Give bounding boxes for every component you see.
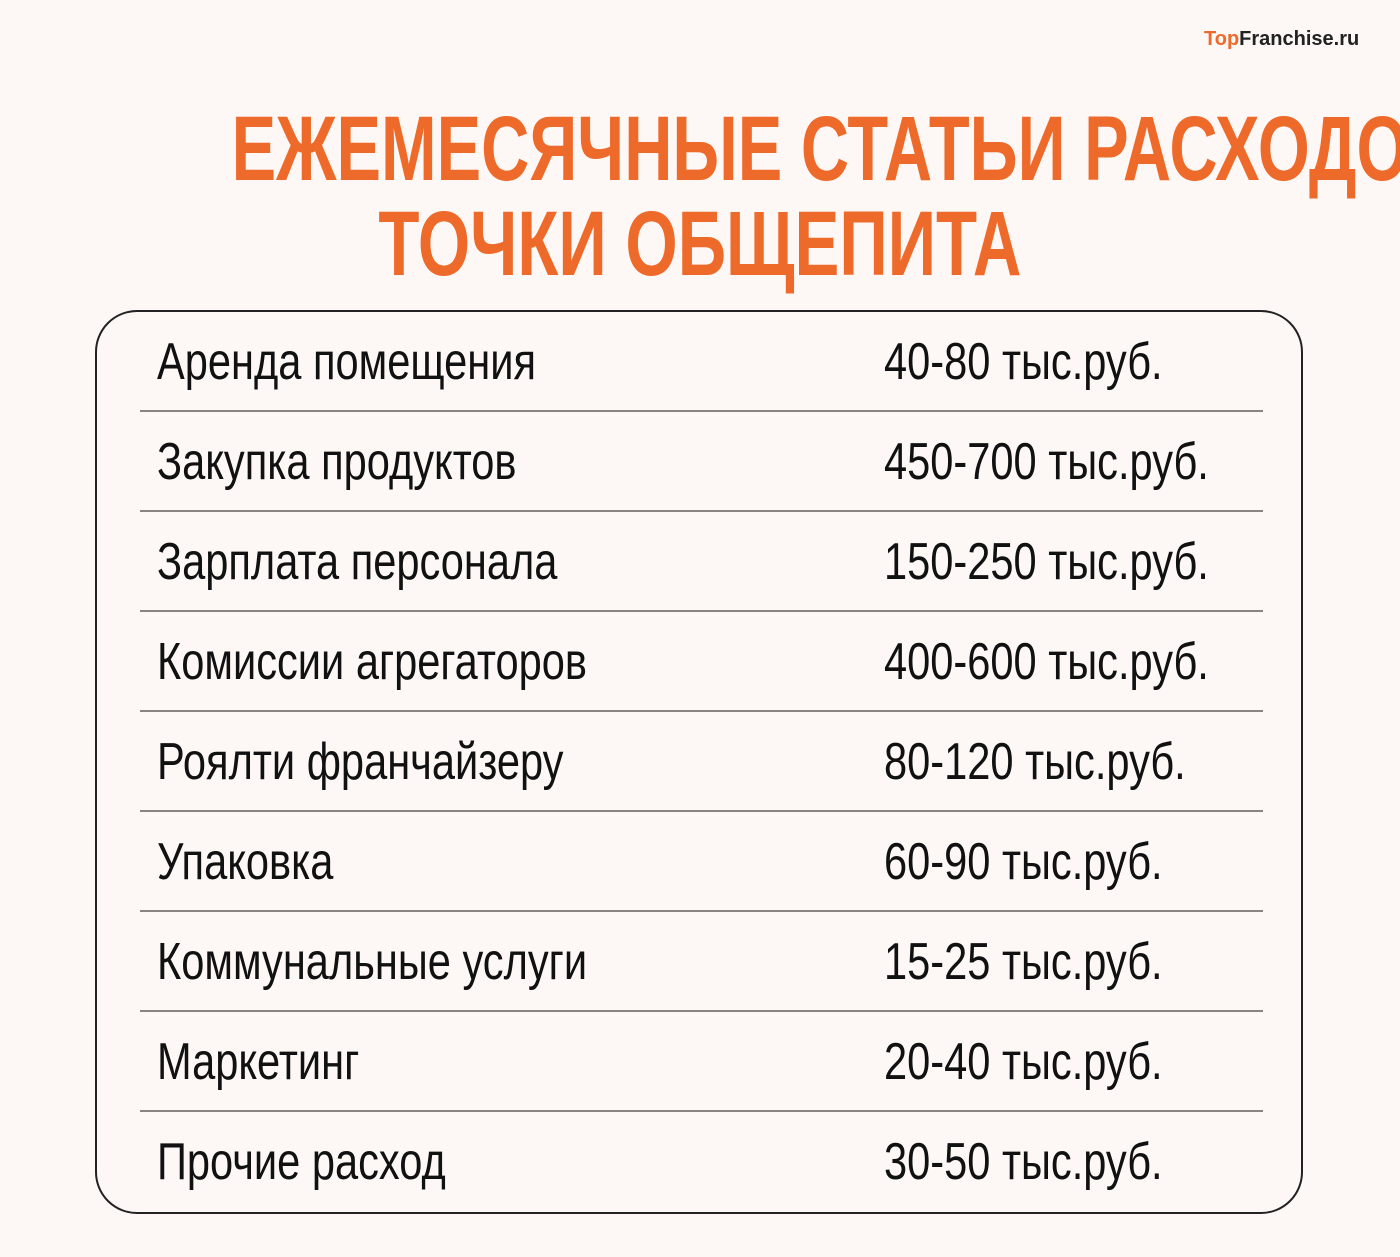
expenses-table: Аренда помещения 40-80 тыс.руб. Закупка пр…	[95, 310, 1303, 1214]
table-row: Зарплата персонала 150-250 тыс.руб.	[140, 512, 1263, 612]
expense-name: Закупка продуктов	[157, 433, 517, 491]
page-title-line-1: ЕЖЕМЕСЯЧНЫЕ СТАТЬИ РАСХОДОВ	[0, 103, 1400, 195]
expense-name: Аренда помещения	[157, 333, 536, 391]
expense-name: Комиссии агрегаторов	[157, 633, 587, 691]
row-divider	[140, 410, 1263, 412]
expense-name: Маркетинг	[157, 1033, 360, 1091]
expense-value: 400-600 тыс.руб.	[884, 633, 1209, 691]
expense-name: Прочие расход	[157, 1133, 446, 1191]
table-row: Упаковка 60-90 тыс.руб.	[140, 812, 1263, 912]
expense-name: Зарплата персонала	[157, 533, 558, 591]
row-divider	[140, 910, 1263, 912]
expense-name: Коммунальные услуги	[157, 933, 588, 991]
table-row: Коммунальные услуги 15-25 тыс.руб.	[140, 912, 1263, 1012]
expense-value: 20-40 тыс.руб.	[884, 1033, 1163, 1091]
row-divider	[140, 510, 1263, 512]
row-divider	[140, 1110, 1263, 1112]
expense-value: 60-90 тыс.руб.	[884, 833, 1163, 891]
expense-value: 80-120 тыс.руб.	[884, 733, 1186, 791]
table-row: Маркетинг 20-40 тыс.руб.	[140, 1012, 1263, 1112]
title-text-2: ТОЧКИ ОБЩЕПИТА	[378, 193, 1022, 295]
table-row: Закупка продуктов 450-700 тыс.руб.	[140, 412, 1263, 512]
table-row: Комиссии агрегаторов 400-600 тыс.руб.	[140, 612, 1263, 712]
brand-logo: TopFranchise.ru	[1204, 28, 1359, 51]
row-divider	[140, 610, 1263, 612]
expense-value: 40-80 тыс.руб.	[884, 333, 1163, 391]
expense-value: 30-50 тыс.руб.	[884, 1133, 1163, 1191]
logo-part-franchise: Franchise.ru	[1239, 28, 1360, 50]
expense-value: 15-25 тыс.руб.	[884, 933, 1163, 991]
row-divider	[140, 810, 1263, 812]
table-row: Роялти франчайзеру 80-120 тыс.руб.	[140, 712, 1263, 812]
expense-value: 450-700 тыс.руб.	[884, 433, 1209, 491]
page-title-line-2: ТОЧКИ ОБЩЕПИТА	[0, 198, 1400, 290]
row-divider	[140, 1010, 1263, 1012]
expense-name: Упаковка	[157, 833, 334, 891]
table-row: Прочие расход 30-50 тыс.руб.	[140, 1112, 1263, 1212]
row-divider	[140, 710, 1263, 712]
expense-value: 150-250 тыс.руб.	[884, 533, 1209, 591]
expense-name: Роялти франчайзеру	[157, 733, 564, 791]
logo-part-top: Top	[1204, 28, 1240, 50]
title-text-1: ЕЖЕМЕСЯЧНЫЕ СТАТЬИ РАСХОДОВ	[231, 98, 1400, 200]
table-row: Аренда помещения 40-80 тыс.руб.	[140, 312, 1263, 412]
